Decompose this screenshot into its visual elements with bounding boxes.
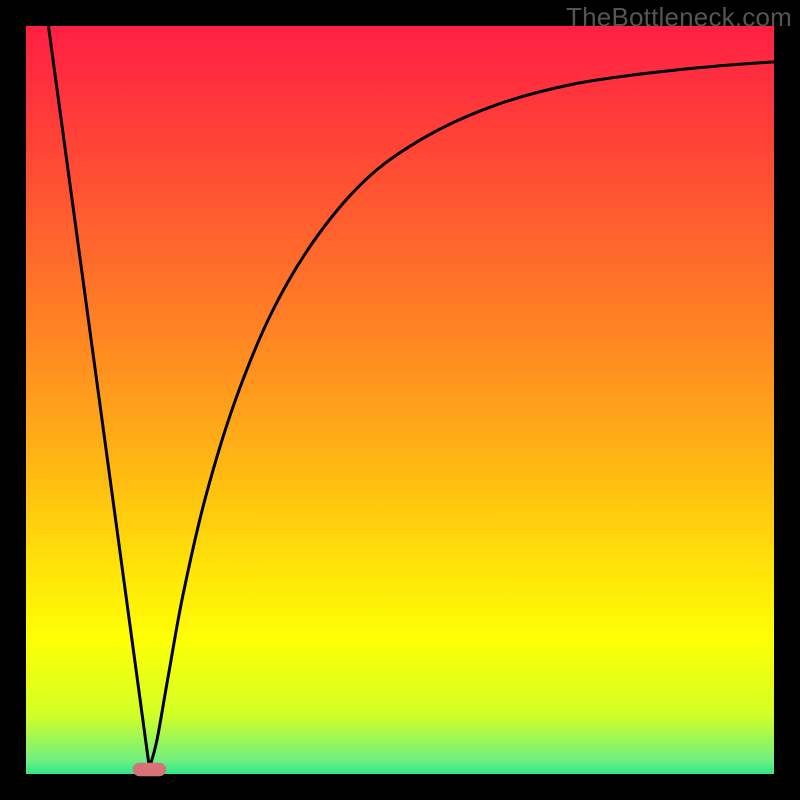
bottleneck-chart: TheBottleneck.com — [0, 0, 800, 800]
chart-svg — [0, 0, 800, 800]
